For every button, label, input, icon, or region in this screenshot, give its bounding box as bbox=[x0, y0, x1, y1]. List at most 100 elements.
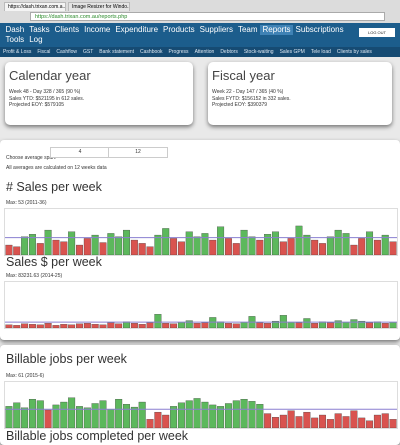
bar bbox=[272, 231, 279, 255]
bar bbox=[272, 417, 279, 428]
bar bbox=[373, 239, 381, 255]
bar bbox=[60, 401, 68, 428]
bar bbox=[232, 323, 240, 328]
span-label: Choose average span: bbox=[6, 155, 57, 161]
bar bbox=[21, 323, 29, 328]
nav-item[interactable]: Products bbox=[163, 25, 195, 34]
bar bbox=[83, 323, 91, 328]
bar bbox=[224, 323, 232, 328]
bar bbox=[91, 234, 99, 255]
bar bbox=[170, 238, 178, 255]
subnav-item[interactable]: Cashflow bbox=[56, 49, 77, 55]
nav-item[interactable]: Dash bbox=[5, 25, 25, 34]
address-bar[interactable]: https://dash.trixan.com.au/reports.php bbox=[30, 12, 385, 21]
chart-title: # Sales per week bbox=[6, 180, 102, 194]
nav-item[interactable]: Expenditure bbox=[115, 25, 159, 34]
span-option[interactable]: 12 bbox=[108, 147, 168, 158]
chart bbox=[4, 381, 398, 429]
bar bbox=[146, 246, 154, 255]
bar bbox=[146, 322, 154, 328]
nav-item[interactable]: Tools bbox=[5, 35, 25, 44]
bar bbox=[13, 246, 21, 255]
bar bbox=[130, 239, 138, 255]
card: Calendar year Week 48 - Day 328 / 365 (90… bbox=[5, 62, 193, 125]
subnav-item[interactable]: Sales GPM bbox=[279, 49, 305, 55]
nav-item[interactable]: Income bbox=[84, 25, 111, 34]
bar bbox=[240, 229, 248, 255]
subnav-item[interactable]: Progress bbox=[168, 49, 189, 55]
logout-button[interactable]: LOG OUT bbox=[359, 28, 395, 37]
card-line: Week 22 - Day 147 / 365 (40 %) bbox=[212, 89, 284, 95]
subnav-item[interactable]: Clients by sales bbox=[336, 49, 372, 55]
nav-item[interactable]: Suppliers bbox=[199, 25, 233, 34]
bar bbox=[326, 236, 334, 255]
bar bbox=[224, 403, 232, 428]
nav-item[interactable]: Tasks bbox=[29, 25, 50, 34]
navbar bbox=[0, 23, 400, 47]
bar bbox=[138, 401, 146, 428]
card: Fiscal year Week 22 - Day 147 / 365 (40 %… bbox=[208, 62, 392, 125]
bar bbox=[381, 323, 389, 328]
bar bbox=[350, 319, 358, 328]
bar bbox=[177, 241, 185, 255]
nav-item[interactable]: Log bbox=[29, 35, 43, 44]
bar bbox=[319, 243, 326, 255]
subnav-item[interactable]: Fiscal bbox=[37, 49, 51, 55]
bar bbox=[326, 322, 334, 328]
tab[interactable]: Image Resizer for Windo... bbox=[68, 2, 130, 11]
bar bbox=[389, 322, 397, 328]
bar bbox=[240, 322, 248, 328]
bar bbox=[115, 323, 123, 328]
bar bbox=[279, 414, 287, 428]
subnav-item[interactable]: Bank statement bbox=[99, 49, 135, 55]
nav-item[interactable]: Subscriptions bbox=[295, 25, 344, 34]
bar bbox=[83, 238, 91, 255]
bar bbox=[44, 229, 52, 255]
bar bbox=[28, 234, 36, 255]
subnav-item[interactable]: Debtors bbox=[220, 49, 238, 55]
bar bbox=[44, 409, 52, 428]
bar bbox=[256, 322, 264, 328]
bar bbox=[279, 241, 287, 255]
subnav-item[interactable]: Attention bbox=[194, 49, 215, 55]
nav-menu: Dash Tasks Clients Income Expenditure Product… bbox=[3, 25, 355, 45]
bar bbox=[138, 243, 146, 255]
bar bbox=[264, 413, 272, 428]
bar bbox=[303, 318, 311, 328]
bar bbox=[209, 404, 217, 428]
bar bbox=[154, 314, 162, 328]
bar bbox=[209, 239, 217, 255]
bar bbox=[256, 404, 264, 428]
section-title: Billable jobs completed per week bbox=[6, 429, 189, 443]
bar bbox=[107, 322, 115, 328]
bar bbox=[342, 416, 350, 428]
bar bbox=[91, 403, 99, 428]
bar bbox=[5, 324, 13, 328]
bar bbox=[358, 417, 366, 428]
tab[interactable]: https://dash.trixan.com.a... bbox=[4, 2, 66, 11]
bar bbox=[21, 236, 29, 255]
bar bbox=[21, 407, 29, 428]
bar bbox=[342, 233, 350, 255]
span-option[interactable]: 4 bbox=[50, 147, 110, 158]
bar bbox=[248, 401, 256, 428]
nav-item[interactable]: Clients bbox=[54, 25, 80, 34]
bar bbox=[350, 410, 358, 428]
nav-item[interactable]: Reports bbox=[260, 25, 294, 35]
bar bbox=[373, 414, 381, 428]
bar bbox=[295, 416, 303, 428]
subnav-item[interactable]: GST bbox=[83, 49, 94, 55]
subnav-item[interactable]: Tele load bbox=[310, 49, 331, 55]
nav-item[interactable]: Team bbox=[237, 25, 258, 34]
subnav-item[interactable]: Profit & Loss bbox=[3, 49, 32, 55]
bar bbox=[264, 323, 272, 328]
bar bbox=[170, 323, 178, 328]
bar bbox=[115, 236, 123, 255]
bar bbox=[240, 398, 248, 428]
subnav-item[interactable]: Stock-waiting bbox=[243, 49, 274, 55]
max-label: Max: 53 (2011-36) bbox=[6, 200, 47, 206]
bar bbox=[193, 398, 201, 428]
bar bbox=[311, 323, 319, 328]
subnav-item[interactable]: Cashbook bbox=[140, 49, 163, 55]
bar bbox=[334, 320, 342, 328]
